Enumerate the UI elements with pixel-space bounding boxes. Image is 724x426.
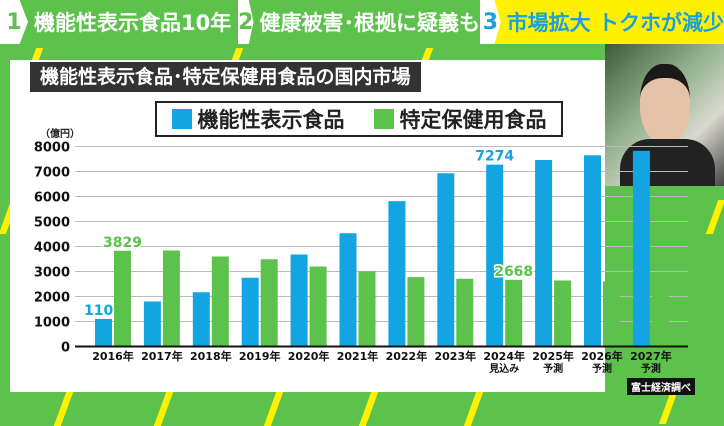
topic-number: 3 [480, 0, 501, 44]
x-tick-label: 2026年 [581, 349, 623, 363]
legend-label: 機能性表示食品 [197, 108, 345, 132]
legend-label: 特定保健用食品 [399, 108, 547, 132]
topic-number: 2 [238, 0, 254, 44]
bar-tokuho-2022年 [407, 277, 425, 347]
x-tick-label: 2020年 [288, 349, 330, 363]
bar-tokuho-2019年 [260, 259, 278, 347]
y-tick-label: 5000 [34, 216, 70, 231]
bar-functional-2025年 [535, 160, 553, 347]
x-tick-label: 2025年 [532, 349, 574, 363]
x-tick-label: 2019年 [239, 349, 281, 363]
x-tick-sublabel: 見込み [488, 362, 519, 375]
chart-legend: 機能性表示食品 特定保健用食品 [155, 101, 563, 137]
bar-functional-2024年 [486, 164, 504, 347]
topic-1: 1 機能性表示食品10年 [0, 0, 238, 44]
topic-2: 2 健康被害･根拠に疑義も [238, 0, 480, 44]
topic-3-active: 3 市場拡大 トクホが減少 [480, 0, 724, 44]
data-label: 2668 [494, 264, 533, 280]
source-label: 富士経済調べ [627, 378, 695, 395]
bar-functional-2020年 [290, 254, 308, 347]
bar-chart: （億円） 0 1000 2000 3000 4000 5000 6000 7000 8000 110… [34, 127, 688, 375]
y-unit-label: （億円） [40, 127, 80, 140]
data-label: 1101 [84, 303, 123, 319]
bar-functional-2023年 [437, 173, 455, 347]
y-tick-label: 8000 [34, 141, 70, 156]
legend-item-tokuho: 特定保健用食品 [373, 104, 547, 134]
x-tick-label: 2017年 [141, 349, 183, 363]
bar-functional-2021年 [339, 233, 357, 347]
x-tick-sublabel: 予測 [543, 362, 563, 375]
topic-text: 健康被害･根拠に疑義も [259, 11, 481, 35]
y-tick-label: 4000 [34, 241, 70, 256]
data-label: 7274 [475, 149, 514, 165]
x-tick-sublabel: 予測 [592, 362, 612, 375]
bar-functional-2022年 [388, 201, 406, 347]
bar-tokuho-2024年 [505, 279, 523, 347]
bar-tokuho-2017年 [162, 250, 180, 347]
bar-functional-2016年 [95, 318, 112, 347]
x-tick-label: 2024年 [483, 349, 525, 363]
x-tick-sublabel: 予測 [641, 362, 661, 375]
chart-title: 機能性表示食品･特定保健用食品の国内市場 [30, 62, 421, 92]
x-tick-label: 2018年 [190, 349, 232, 363]
bar-functional-2027年 [632, 150, 650, 347]
data-label: 3829 [103, 235, 142, 251]
bar-functional-2018年 [192, 292, 210, 347]
person-face [640, 64, 690, 143]
y-tick-label: 3000 [34, 266, 70, 281]
bar-tokuho-2016年 [114, 250, 131, 347]
legend-item-functional: 機能性表示食品 [171, 104, 345, 134]
x-tick-label: 2021年 [337, 349, 379, 363]
x-tick-label: 2016年 [92, 349, 134, 363]
bar-functional-2017年 [143, 301, 161, 347]
y-tick-label: 1000 [34, 316, 70, 331]
topic-banner: 1 機能性表示食品10年 2 健康被害･根拠に疑義も 3 市場拡大 トクホが減少 [0, 0, 724, 44]
topic-text: 市場拡大 トクホが減少 [506, 11, 724, 35]
y-tick-label: 7000 [34, 166, 70, 181]
y-tick-label: 0 [61, 341, 70, 356]
bar-tokuho-2023年 [456, 278, 474, 347]
bar-tokuho-2021年 [358, 271, 376, 347]
legend-swatch [171, 109, 192, 129]
bar-functional-2019年 [241, 277, 259, 347]
bar-tokuho-2027年 [651, 282, 669, 347]
bar-tokuho-2025年 [554, 280, 572, 347]
bar-functional-2026年 [584, 155, 601, 347]
bar-tokuho-2020年 [309, 266, 327, 347]
topic-text: 機能性表示食品10年 [34, 11, 232, 35]
legend-swatch [373, 109, 394, 129]
bar-tokuho-2026年 [603, 281, 620, 347]
x-tick-label: 2022年 [386, 349, 428, 363]
y-tick-label: 6000 [34, 191, 70, 206]
x-tick-label: 2023年 [434, 349, 476, 363]
bar-tokuho-2018年 [211, 256, 229, 347]
x-tick-label: 2027年 [630, 349, 672, 363]
y-tick-label: 2000 [34, 291, 70, 306]
